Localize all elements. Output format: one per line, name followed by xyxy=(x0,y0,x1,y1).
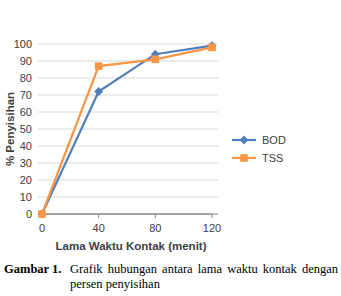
x-tick-label: 0 xyxy=(39,222,45,234)
legend-marker xyxy=(240,136,249,145)
y-tick-label: 100 xyxy=(14,38,32,50)
data-point xyxy=(94,87,103,96)
grid-line xyxy=(38,61,218,62)
series-line xyxy=(42,47,212,214)
y-tick-label: 60 xyxy=(20,106,32,118)
y-tick-label: 40 xyxy=(20,140,32,152)
data-point xyxy=(152,56,160,64)
y-tick-label: 80 xyxy=(20,72,32,84)
x-tick-label: 40 xyxy=(93,222,105,234)
grid-line xyxy=(38,112,218,113)
y-tick-label: 10 xyxy=(20,191,32,203)
grid-line xyxy=(38,197,218,198)
grid-line xyxy=(38,214,218,215)
grid-line xyxy=(38,78,218,79)
x-tick-label: 120 xyxy=(203,222,221,234)
x-tick xyxy=(98,214,99,218)
y-tick-label: 90 xyxy=(20,55,32,67)
grid-line xyxy=(38,95,218,96)
y-tick-label: 50 xyxy=(20,123,32,135)
chart: 0 10 20 30 40 50 60 70 80 90 100 0 40 80 120 Lama Waktu… xyxy=(0,0,341,296)
series-line xyxy=(42,46,212,214)
data-point xyxy=(95,62,103,70)
grid-line xyxy=(38,180,218,181)
grid-line xyxy=(38,129,218,130)
data-point xyxy=(208,44,216,52)
caption-text: Grafik hubungan antara lama waktu kontak… xyxy=(70,262,338,292)
plot-area xyxy=(38,41,217,218)
x-axis-label: Lama Waktu Kontak (menit) xyxy=(55,240,206,252)
x-tick xyxy=(212,214,213,218)
legend-label: BOD xyxy=(262,134,286,146)
y-tick-label: 20 xyxy=(20,174,32,186)
grid-line xyxy=(38,146,218,147)
y-tick-label: 0 xyxy=(26,208,32,220)
y-tick-label: 30 xyxy=(20,157,32,169)
caption-label: Gambar 1. xyxy=(4,262,70,292)
data-point xyxy=(38,210,46,218)
y-axis-label: % Penyisihan xyxy=(4,92,16,166)
grid-line xyxy=(38,44,218,45)
legend-marker xyxy=(240,154,248,162)
x-tick-label: 80 xyxy=(149,222,161,234)
caption: Gambar 1.Grafik hubungan antara lama wak… xyxy=(4,262,338,292)
x-tick xyxy=(155,214,156,218)
data-point xyxy=(38,210,47,219)
x-axis-line xyxy=(42,214,212,215)
data-point xyxy=(208,41,217,50)
y-tick-label: 70 xyxy=(20,89,32,101)
legend-label: TSS xyxy=(262,152,283,164)
